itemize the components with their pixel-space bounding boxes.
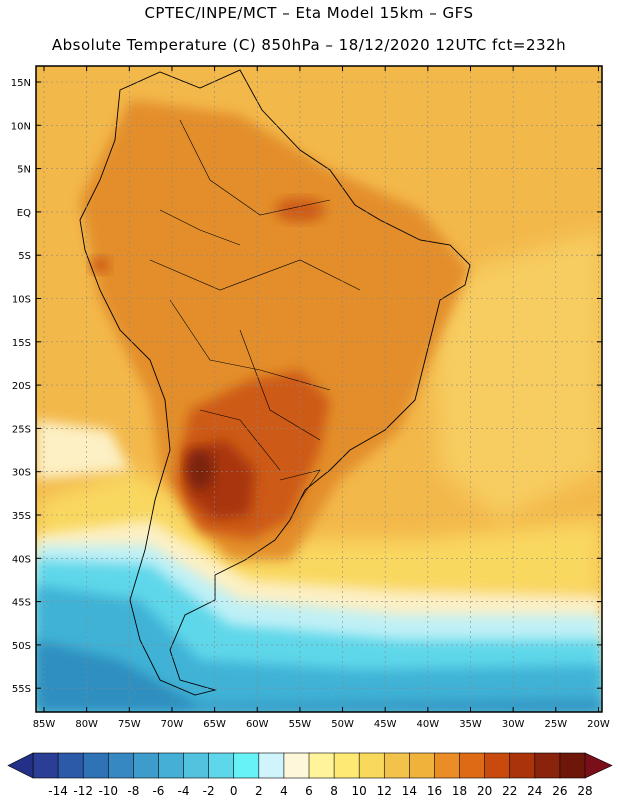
colorbar-label: 18 [452, 784, 467, 798]
pacific-pale-patch [36, 420, 130, 480]
colorbar-label: -14 [48, 784, 68, 798]
lat-label: 45S [12, 598, 31, 609]
lat-label: 40S [12, 554, 31, 565]
colorbar-label: -2 [203, 784, 215, 798]
ocean-warm-field [430, 230, 602, 520]
colorbar-label: 22 [502, 784, 517, 798]
band-blue [36, 585, 602, 712]
colorbar-box [559, 752, 586, 779]
colorbar-label: 2 [255, 784, 263, 798]
colorbar-label: 8 [330, 784, 338, 798]
colorbar-box [434, 752, 461, 779]
colorbar-box [409, 752, 436, 779]
continent-hot-spot [186, 450, 214, 490]
lat-label: 5S [18, 251, 31, 262]
colorbar-label: -4 [178, 784, 190, 798]
colorbar-box [158, 752, 185, 779]
west-hot-spot [90, 257, 110, 273]
lon-label: 70W [161, 719, 184, 730]
lon-label: 60W [246, 719, 269, 730]
colorbar-label: -10 [98, 784, 118, 798]
colorbar-box [484, 752, 511, 779]
colorbar-label: -12 [73, 784, 93, 798]
colorbar-box [82, 752, 109, 779]
colorbar-box [258, 752, 285, 779]
colorbar-box [57, 752, 84, 779]
lon-label: 35W [459, 719, 482, 730]
colorbar-box [383, 752, 410, 779]
band-deep-blue [36, 640, 602, 712]
colorbar-box [509, 752, 536, 779]
lon-label: 50W [331, 719, 354, 730]
lat-label: 25S [12, 424, 31, 435]
lon-label: 85W [33, 719, 56, 730]
lat-label: 55S [12, 684, 31, 695]
colorbar-label: 10 [352, 784, 367, 798]
colorbar-box [107, 752, 134, 779]
colorbar-high-arrow [584, 752, 613, 779]
lat-label: 15S [12, 338, 31, 349]
colorbar-labels: -14 -12 -10 -8 -6 -4 -2 0 2 4 6 8 10 12 14 16 18 20 22 24 26… [48, 784, 592, 798]
colorbar-label: 28 [577, 784, 592, 798]
lat-label: 5N [17, 165, 31, 176]
lon-label: 65W [203, 719, 226, 730]
colorbar-box [133, 752, 160, 779]
colorbar-label: -8 [127, 784, 139, 798]
colorbar [7, 752, 613, 779]
lon-label: 40W [417, 719, 440, 730]
colorbar-label: 20 [477, 784, 492, 798]
colorbar-label: 24 [527, 784, 542, 798]
colorbar-box [32, 752, 59, 779]
colorbar-label: 6 [305, 784, 313, 798]
graticule [36, 66, 602, 712]
colorbar-label: -6 [152, 784, 164, 798]
lon-label: 20W [587, 719, 610, 730]
lon-label: 30W [502, 719, 525, 730]
colorbar-box [308, 752, 335, 779]
colorbar-box [459, 752, 486, 779]
lat-label: 10S [12, 295, 31, 306]
colorbar-box [183, 752, 210, 779]
lon-label: 55W [289, 719, 312, 730]
colorbar-label: 12 [377, 784, 392, 798]
lat-label: 15N [11, 78, 31, 89]
map-frame [35, 65, 603, 713]
colorbar-box [283, 752, 310, 779]
colorbar-box [534, 752, 561, 779]
south-america-coastline [79, 69, 471, 696]
colorbar-label: 0 [230, 784, 238, 798]
colorbar-box [208, 752, 235, 779]
colorbar-label: 4 [280, 784, 288, 798]
latitude-labels: 15N 10N 5N EQ 5S 10S 15S 20S 25S 30S 35S 40S 45S 50S 5… [11, 78, 602, 695]
lat-label: 20S [12, 381, 31, 392]
title-line-2: Absolute Temperature (C) 850hPa – 18/12/… [51, 36, 567, 54]
colorbar-label: 14 [402, 784, 417, 798]
lat-label: 50S [12, 641, 31, 652]
title-line-1: CPTEC/INPE/MCT – Eta Model 15km – GFS [144, 4, 474, 22]
colorbar-box [233, 752, 260, 779]
longitude-labels: 85W 80W 75W 70W 65W 60W 55W 50W 45W 40W 35W 30W 25W 2… [33, 66, 610, 730]
lon-label: 80W [75, 719, 98, 730]
lon-label: 75W [118, 719, 141, 730]
lat-label: 30S [12, 468, 31, 479]
map-field [36, 66, 602, 712]
colorbar-low-arrow [7, 752, 34, 779]
colorbar-box [358, 752, 385, 779]
lat-label: EQ [17, 208, 31, 219]
lon-label: 25W [544, 719, 567, 730]
lon-label: 45W [374, 719, 397, 730]
colorbar-box [333, 752, 360, 779]
colorbar-label: 16 [427, 784, 442, 798]
colorbar-label: 26 [552, 784, 567, 798]
lat-label: 10N [11, 121, 31, 132]
lat-label: 35S [12, 511, 31, 522]
country-borders [149, 119, 361, 501]
